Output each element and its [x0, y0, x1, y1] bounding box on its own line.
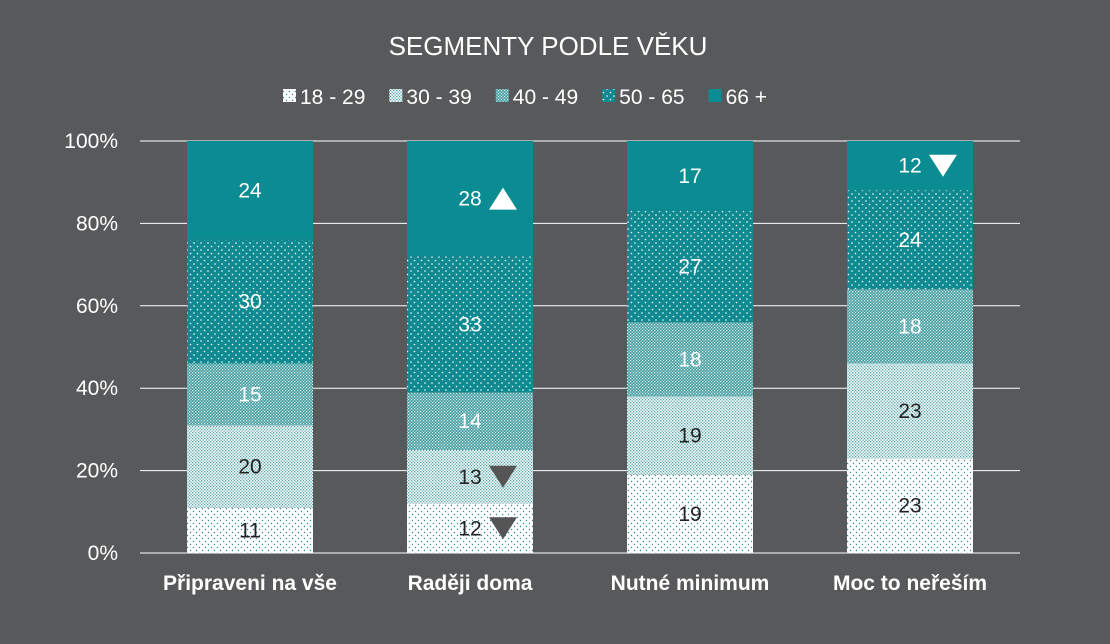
data-label: 14	[458, 410, 482, 433]
data-label: 30	[238, 291, 261, 314]
y-tick-label: 80%	[76, 212, 118, 235]
bar-segment-pripraveni-na-vse-50-65	[187, 239, 313, 364]
data-label: 12	[898, 155, 921, 178]
bar-segment-moc-to-neresim-18-29	[847, 458, 973, 553]
data-label: 24	[238, 179, 262, 202]
legend-label-30-39: 30 - 39	[406, 86, 471, 109]
trend-down-icon	[489, 517, 517, 540]
bar-segment-radeji-doma-18-29	[407, 503, 533, 553]
bar-segment-pripraveni-na-vse-66	[187, 141, 313, 240]
y-axis: 0% 20% 40% 60% 80% 100%	[64, 130, 118, 565]
data-label: 13	[458, 466, 481, 489]
y-tick-label: 20%	[76, 460, 118, 483]
bar-segment-nutne-minimum-50-65	[627, 211, 753, 323]
data-label: 23	[898, 495, 921, 518]
x-axis: Připraveni na vše Raději doma Nutné minimu…	[163, 572, 987, 595]
bar-segment-nutne-minimum-66	[627, 141, 753, 212]
legend-label-66: 66 +	[726, 86, 767, 109]
bar-segment-pripraveni-na-vse-30-39	[187, 425, 313, 508]
legend-label-50-65: 50 - 65	[619, 86, 684, 109]
bar-segment-nutne-minimum-18-29	[627, 474, 753, 553]
legend-swatch-40-49	[495, 89, 509, 102]
data-label: 20	[238, 455, 261, 478]
data-label: 23	[898, 400, 921, 423]
x-category-label: Raději doma	[408, 572, 533, 595]
bar-segment-pripraveni-na-vse-40-49	[187, 363, 313, 426]
data-label: 18	[678, 348, 701, 371]
bar-segment-nutne-minimum-40-49	[627, 322, 753, 397]
legend-label-18-29: 18 - 29	[300, 86, 365, 109]
x-category-label: Připraveni na vše	[163, 572, 337, 595]
legend-swatch-30-39	[389, 89, 403, 102]
data-label: 19	[678, 503, 701, 526]
y-tick-label: 60%	[76, 295, 118, 318]
x-category-label: Moc to neřeším	[833, 572, 987, 595]
trend-down-icon	[929, 154, 957, 177]
data-label: 24	[898, 229, 922, 252]
bar-segment-moc-to-neresim-40-49	[847, 289, 973, 364]
data-label: 17	[678, 165, 701, 188]
legend-swatch-50-65	[602, 89, 616, 102]
data-label: 18	[898, 315, 921, 338]
bar-segment-moc-to-neresim-50-65	[847, 190, 973, 290]
bars: 11 20 15 30 24 12 13 14 33 28 19 19 18 27 17 23 23 18 24 12	[187, 141, 973, 553]
data-label: 27	[678, 256, 701, 279]
x-category-label: Nutné minimum	[611, 572, 770, 595]
bar-segment-radeji-doma-40-49	[407, 392, 533, 450]
bar-segment-pripraveni-na-vse-18-29	[187, 507, 313, 553]
y-tick-label: 40%	[76, 377, 118, 400]
data-label: 28	[458, 188, 481, 211]
legend-swatch-18-29	[283, 89, 296, 102]
data-label: 12	[458, 517, 481, 540]
bar-segment-radeji-doma-66	[407, 141, 533, 257]
bar-segment-radeji-doma-30-39	[407, 450, 533, 504]
legend: 18 - 29 30 - 39 40 - 49 50 - 65 66 +	[283, 86, 767, 109]
bar-segment-nutne-minimum-30-39	[627, 396, 753, 475]
legend-swatch-66	[708, 89, 722, 102]
data-label: 15	[238, 383, 261, 406]
bar-segment-moc-to-neresim-66	[847, 141, 973, 191]
y-tick-label: 0%	[88, 542, 118, 565]
trend-up-icon	[489, 187, 517, 210]
trend-down-icon	[489, 465, 517, 488]
data-label: 33	[458, 313, 481, 336]
y-tick-label: 100%	[64, 130, 118, 153]
data-label: 19	[678, 425, 701, 448]
legend-label-40-49: 40 - 49	[513, 86, 578, 109]
bar-segment-moc-to-neresim-30-39	[847, 363, 973, 459]
chart-title: SEGMENTY PODLE VĚKU	[389, 31, 708, 61]
data-label: 11	[239, 519, 261, 542]
bar-segment-radeji-doma-50-65	[407, 256, 533, 393]
